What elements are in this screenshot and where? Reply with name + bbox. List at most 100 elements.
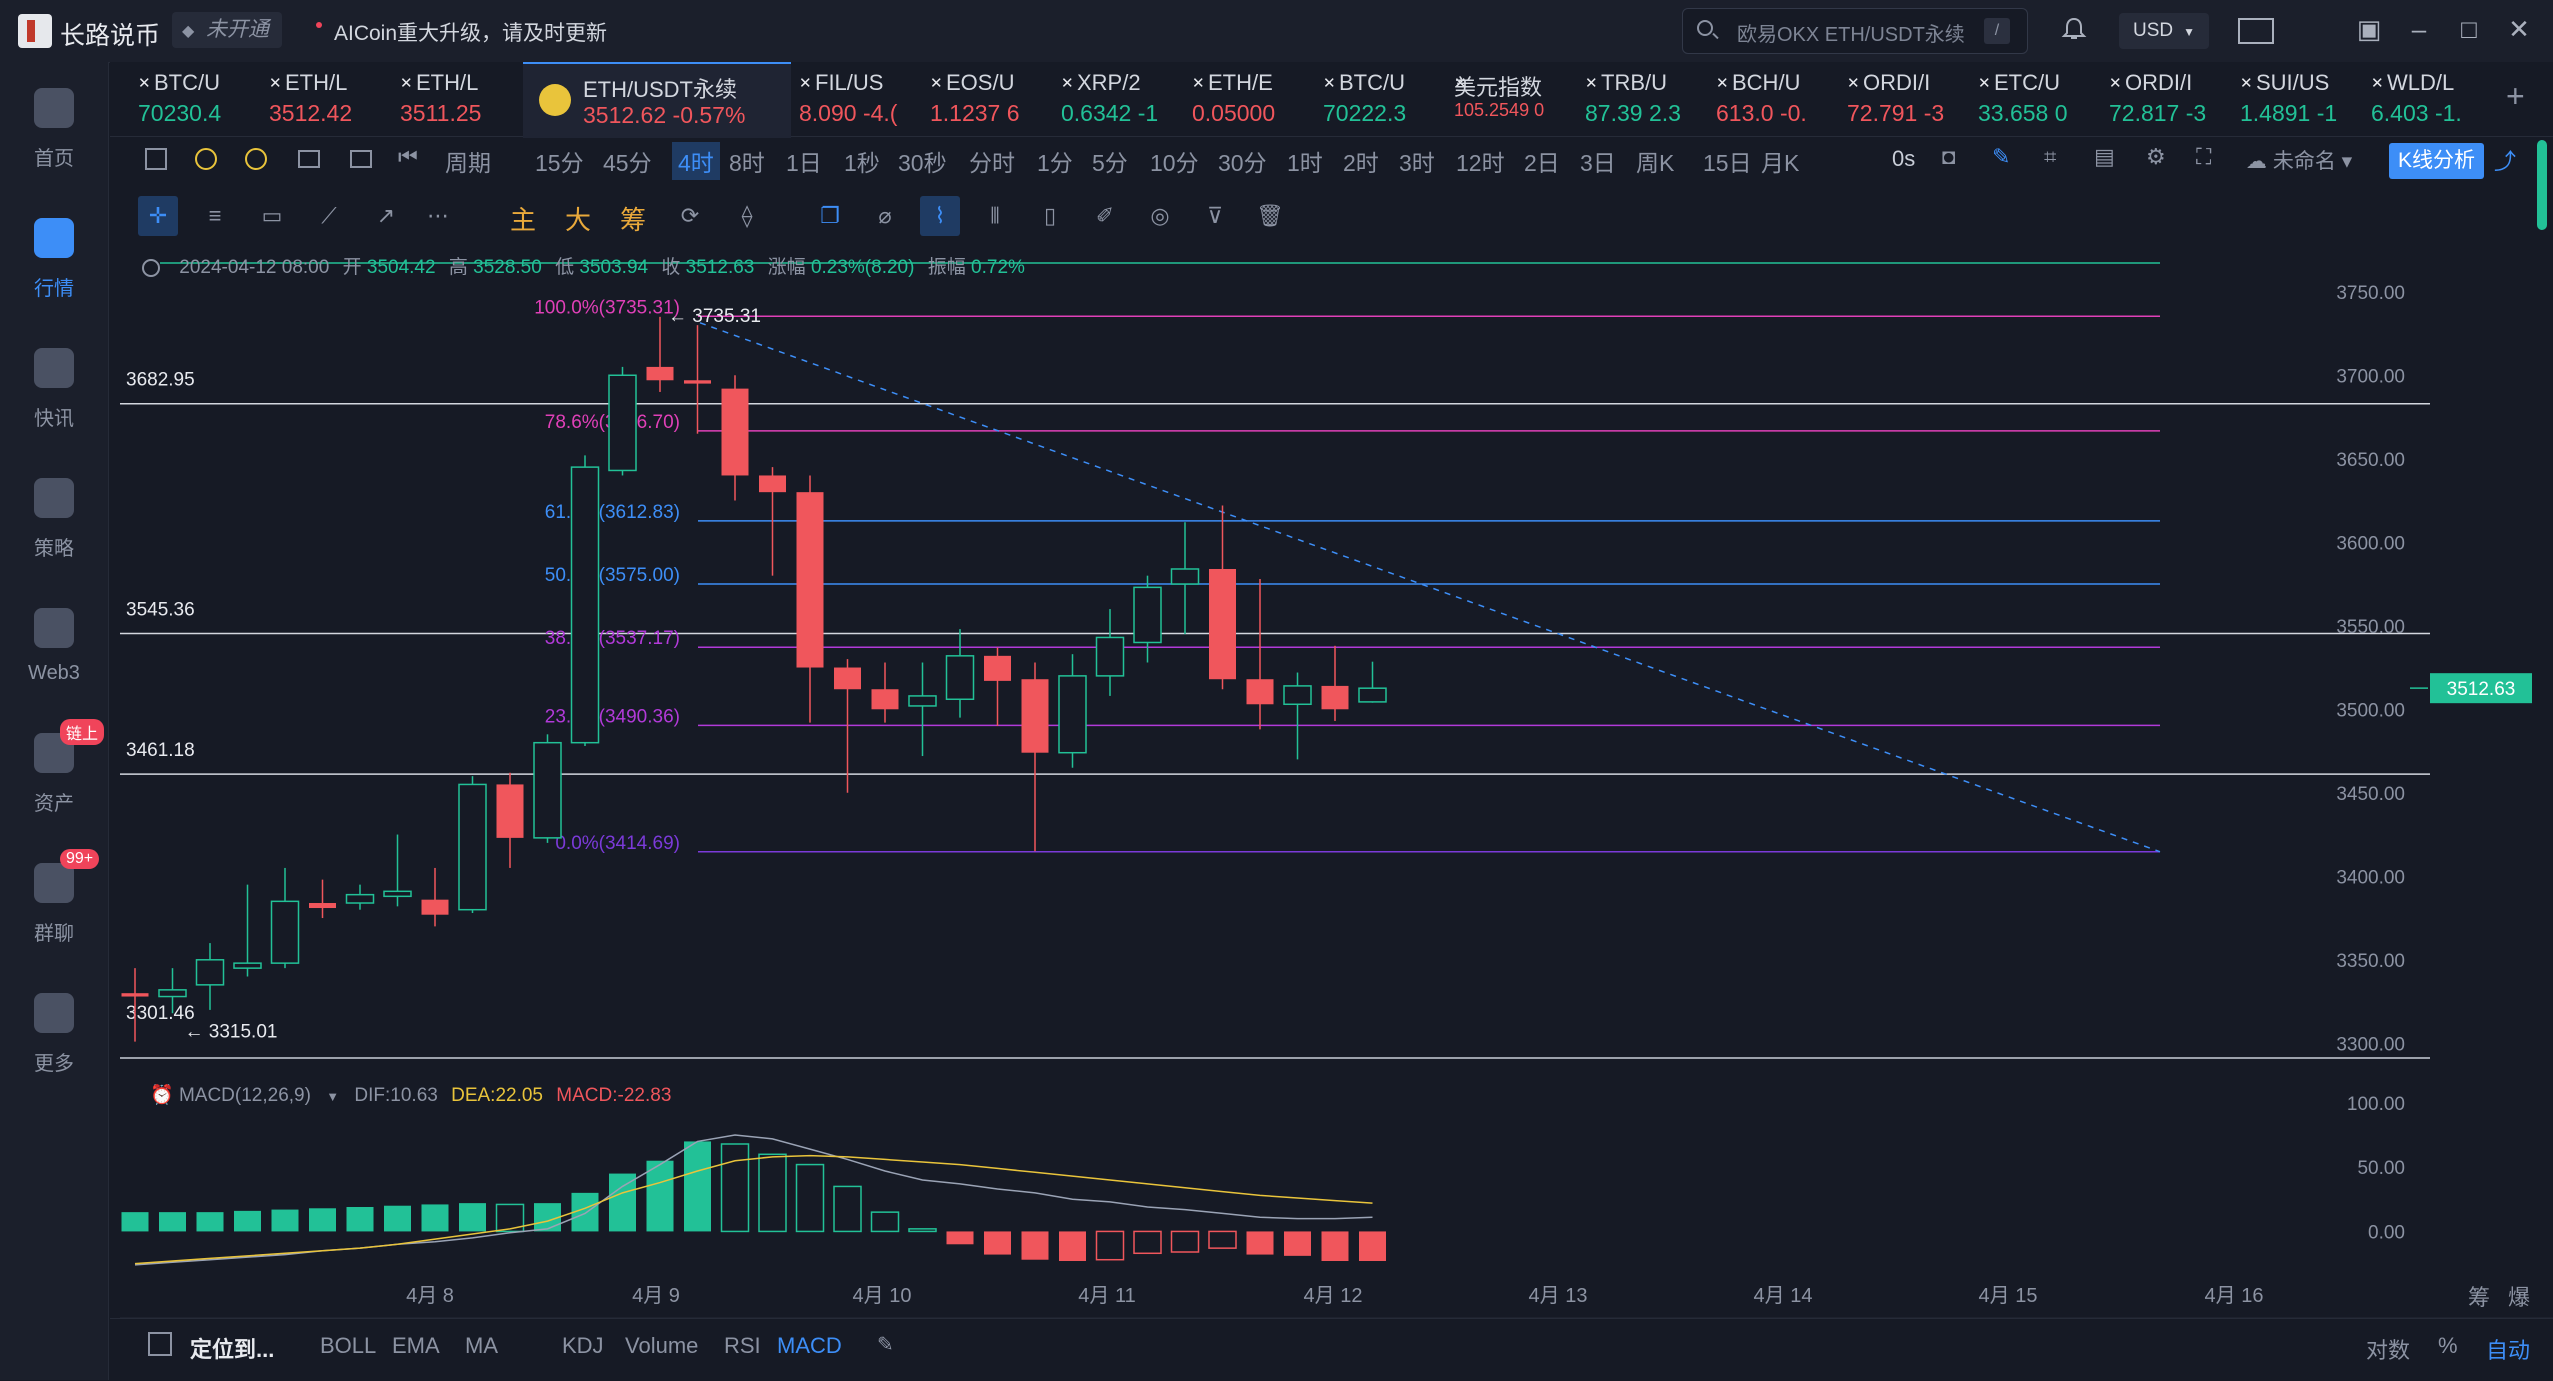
monitor-icon[interactable]: ▤ — [2094, 144, 2115, 169]
copy-icon[interactable]: ❐ — [820, 203, 840, 228]
scrollbar[interactable] — [2537, 140, 2547, 230]
period-19[interactable]: 周K — [1636, 150, 1675, 176]
indicator-ma[interactable]: MA — [465, 1333, 498, 1358]
ray-icon[interactable]: ↗ — [376, 203, 396, 228]
crosshair-icon[interactable]: ✛ — [138, 196, 178, 236]
signal-icon[interactable] — [195, 148, 217, 170]
chart-type-icon[interactable] — [145, 148, 167, 170]
period-14[interactable]: 2时 — [1343, 150, 1379, 176]
tab-14[interactable]: ✕ ORDI/I 72.817 -3 — [2101, 62, 2232, 136]
add-tab-icon[interactable]: + — [2506, 78, 2525, 114]
minimize-icon[interactable]: – — [2411, 14, 2427, 44]
period-10[interactable]: 5分 — [1092, 150, 1128, 176]
alert-icon[interactable] — [245, 148, 267, 170]
maximize-icon[interactable]: □ — [2461, 14, 2477, 44]
period-5[interactable]: 1日 — [786, 150, 822, 176]
auto-scale-toggle[interactable]: 自动 — [2486, 1338, 2531, 1363]
period-12[interactable]: 30分 — [1218, 150, 1267, 176]
close-icon[interactable]: ✕ — [2508, 14, 2530, 44]
window-layout-icon[interactable]: ▣ — [2356, 14, 2382, 44]
burst-corner-label[interactable]: 爆 — [2508, 1285, 2531, 1310]
tab-2[interactable]: ✕ ETH/L 3511.25 — [392, 62, 523, 136]
tab-13[interactable]: ✕ ETC/U 33.658 0 — [1970, 62, 2101, 136]
ruler-icon[interactable]: ⌀ — [878, 203, 892, 228]
mail-icon[interactable] — [2238, 18, 2274, 44]
period-21[interactable]: 月K — [1761, 150, 1800, 176]
close-tab-icon[interactable]: ✕ — [1454, 75, 1467, 92]
tab-16[interactable]: ✕ WLD/L 6.403 -1. — [2363, 62, 2494, 136]
calendar-icon[interactable] — [298, 150, 320, 168]
tab-6[interactable]: ✕ XRP/2 0.6342 -1 — [1053, 62, 1184, 136]
note-icon[interactable]: ✐ — [1095, 203, 1115, 228]
search-input[interactable] — [1682, 8, 2028, 54]
split-view-icon[interactable] — [350, 150, 372, 168]
settings-icon[interactable]: ⚙ — [2146, 144, 2166, 169]
close-tab-icon[interactable]: ✕ — [1585, 75, 1598, 92]
close-tab-icon[interactable]: ✕ — [1323, 75, 1336, 92]
sync-icon[interactable]: ⟳ — [680, 203, 700, 228]
period-3[interactable]: 4时 — [672, 142, 720, 180]
crop-icon[interactable]: ⌗ — [2044, 144, 2057, 169]
close-tab-icon[interactable]: ✕ — [2371, 75, 2384, 92]
close-tab-icon[interactable]: ✕ — [1847, 75, 1860, 92]
candle-icon[interactable]: ⫴ — [990, 203, 1000, 228]
tab-5[interactable]: ✕ EOS/U 1.1237 6 — [922, 62, 1053, 136]
locate-button[interactable]: 定位到... — [190, 1337, 275, 1362]
nav-item-3[interactable]: 策略 — [0, 470, 108, 570]
close-tab-icon[interactable]: ✕ — [2240, 75, 2253, 92]
currency-select[interactable]: USD ▼ — [2119, 13, 2209, 49]
nav-item-0[interactable]: 首页 — [0, 80, 108, 180]
period-15[interactable]: 3时 — [1399, 150, 1435, 176]
tab-15[interactable]: ✕ SUI/US 1.4891 -1 — [2232, 62, 2363, 136]
replay-icon[interactable]: ⏮ — [398, 144, 418, 169]
period-9[interactable]: 1分 — [1037, 150, 1073, 176]
log-scale-toggle[interactable]: 对数 — [2366, 1338, 2411, 1363]
nav-item-4[interactable]: Web3 — [0, 600, 108, 700]
trend-line-icon[interactable]: ⟋ — [321, 203, 337, 228]
vip-status-button[interactable]: 未开通 — [172, 12, 282, 48]
layout-name-select[interactable]: ☁ 未命名 ▾ — [2246, 150, 2353, 173]
period-8[interactable]: 分时 — [969, 150, 1015, 176]
close-tab-icon[interactable]: ✕ — [400, 75, 413, 92]
chevron-down-icon[interactable]: ▼ — [326, 1089, 340, 1104]
indicator-volume[interactable]: Volume — [625, 1333, 699, 1358]
tab-7[interactable]: ✕ ETH/E 0.05000 — [1184, 62, 1315, 136]
trash-icon[interactable]: 🗑 — [1256, 203, 1284, 228]
camera-icon[interactable]: ◘ — [1942, 144, 1956, 169]
eye-icon[interactable]: ◎ — [1150, 203, 1170, 228]
edit-indicator-icon[interactable]: ✎ — [877, 1334, 894, 1356]
chip-tool[interactable]: 筹 — [620, 205, 647, 235]
calendar-icon[interactable] — [148, 1332, 172, 1356]
more-tools-icon[interactable]: ⋯ — [427, 203, 449, 228]
close-tab-icon[interactable]: ✕ — [269, 75, 282, 92]
chip-corner-label[interactable]: 筹 — [2468, 1285, 2491, 1310]
measure-icon[interactable]: ⟠ — [741, 203, 753, 228]
period-7[interactable]: 30秒 — [898, 150, 947, 176]
tab-9[interactable]: ✕ 美元指数 105.2549 0 — [1446, 62, 1577, 136]
filter-icon[interactable]: ⊽ — [1206, 203, 1224, 228]
period-1[interactable]: 15分 — [535, 150, 584, 176]
tab-4[interactable]: ✕ FIL/US 8.090 -4.( — [791, 62, 922, 136]
tab-10[interactable]: ✕ TRB/U 87.39 2.3 — [1577, 62, 1708, 136]
big-tool[interactable]: 大 — [565, 205, 592, 235]
horizontal-lines-icon[interactable]: ≡ — [208, 203, 222, 228]
tab-11[interactable]: ✕ BCH/U 613.0 -0. — [1708, 62, 1839, 136]
fullscreen-icon[interactable]: ⛶ — [2196, 144, 2212, 169]
period-6[interactable]: 1秒 — [844, 150, 880, 176]
rectangle-icon[interactable]: ▭ — [261, 203, 283, 228]
main-tool[interactable]: 主 — [510, 205, 537, 235]
indicator-boll[interactable]: BOLL — [320, 1333, 377, 1358]
close-tab-icon[interactable]: ✕ — [1716, 75, 1729, 92]
period-16[interactable]: 12时 — [1456, 150, 1505, 176]
period-18[interactable]: 3日 — [1580, 150, 1616, 176]
chart-area[interactable]: 3682.95 3545.36 3461.18 3301.46 100.0%(3735.… — [120, 248, 2553, 1318]
indicator-macd[interactable]: MACD — [777, 1333, 842, 1358]
tab-0[interactable]: ✕ BTC/U 70230.4 — [130, 62, 261, 136]
period-20[interactable]: 15日 — [1703, 150, 1752, 176]
percent-toggle[interactable]: % — [2438, 1333, 2458, 1358]
close-tab-icon[interactable]: ✕ — [1192, 75, 1205, 92]
tab-1[interactable]: ✕ ETH/L 3512.42 — [261, 62, 392, 136]
indicator-rsi[interactable]: RSI — [724, 1333, 761, 1358]
update-notice[interactable]: AICoin重大升级，请及时更新 — [334, 22, 608, 45]
